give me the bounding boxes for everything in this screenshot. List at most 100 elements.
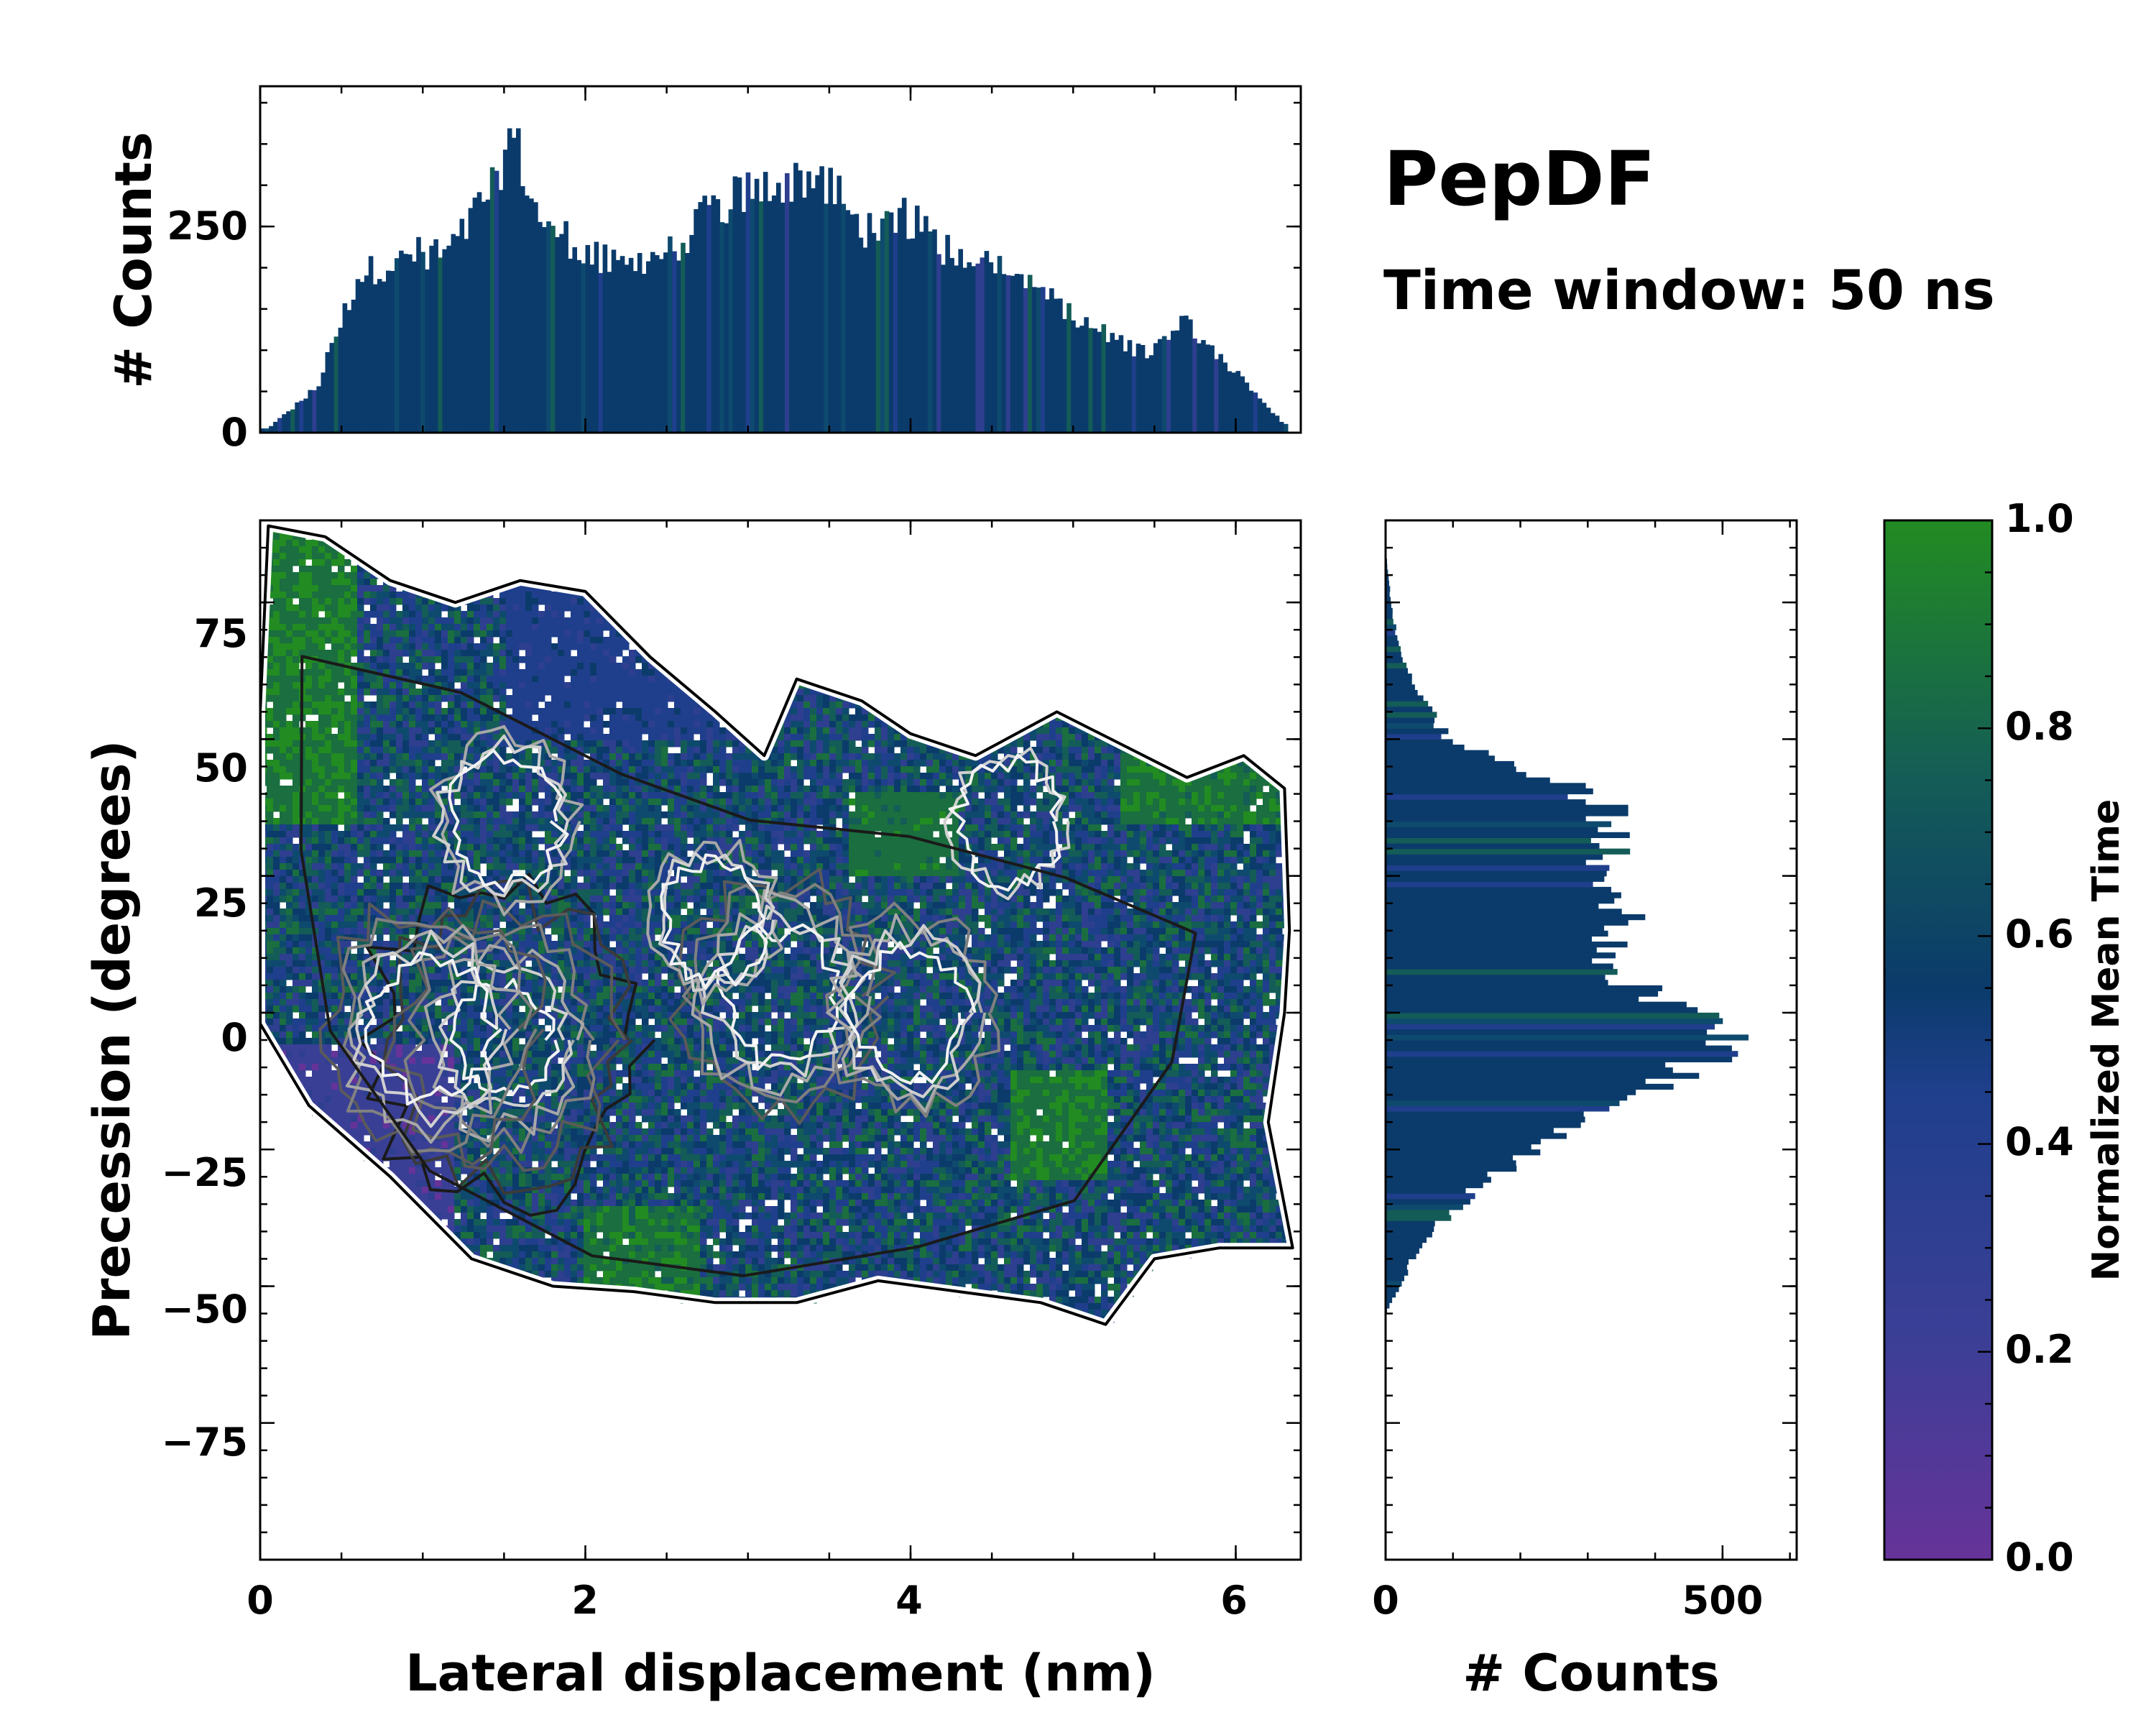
heatmap-cell [390, 669, 397, 676]
heatmap-cell [454, 766, 461, 773]
heatmap-cell [383, 773, 390, 780]
heatmap-cell [390, 850, 397, 857]
heatmap-cell [512, 1025, 520, 1032]
marginal-x-bar [841, 203, 847, 433]
heatmap-cell [286, 617, 293, 625]
heatmap-cell [435, 844, 442, 851]
heatmap-cell [390, 831, 397, 838]
heatmap-cell [532, 702, 539, 709]
heatmap-cell [480, 1077, 487, 1084]
heatmap-cell [512, 682, 520, 689]
heatmap-cell [454, 708, 461, 715]
heatmap-cell [551, 876, 558, 883]
heatmap-cell [545, 643, 552, 650]
heatmap-cell [441, 1083, 448, 1090]
heatmap-cell [383, 1135, 390, 1142]
heatmap-cell [305, 708, 313, 715]
heatmap-cell [428, 695, 436, 702]
heatmap-cell [402, 714, 410, 722]
heatmap-cell [525, 934, 533, 942]
heatmap-cell [351, 837, 358, 845]
marginal-x-bar [1240, 376, 1245, 433]
heatmap-cell [493, 1103, 500, 1110]
heatmap-cell [525, 1251, 533, 1259]
heatmap-cell [428, 1038, 436, 1045]
heatmap-cell [292, 883, 300, 890]
heatmap-cell [454, 734, 461, 741]
heatmap-cell [506, 1200, 513, 1207]
heatmap-cell [415, 857, 423, 864]
marginal-x-bar [277, 418, 282, 433]
heatmap-cell [390, 811, 397, 819]
heatmap-cell [422, 643, 429, 650]
heatmap-cell [364, 786, 371, 793]
heatmap-cell [532, 1251, 539, 1259]
heatmap-cell [344, 896, 351, 903]
heatmap-cell [487, 1122, 494, 1129]
heatmap-cell [318, 546, 326, 553]
heatmap-cell [312, 921, 319, 929]
heatmap-cell [558, 702, 565, 709]
heatmap-cell [402, 734, 410, 741]
heatmap-cell [532, 818, 539, 825]
heatmap-cell [551, 1103, 558, 1110]
heatmap-cell [467, 1141, 474, 1149]
heatmap-cell [357, 766, 364, 773]
heatmap-cell [409, 876, 416, 883]
heatmap-cell [532, 928, 539, 935]
heatmap-cell [577, 973, 584, 980]
heatmap-cell [525, 656, 533, 663]
heatmap-cell [370, 592, 377, 599]
heatmap-cell [558, 999, 565, 1006]
heatmap-cell [512, 604, 520, 612]
heatmap-cell [525, 1051, 533, 1058]
heatmap-cell [344, 915, 351, 922]
heatmap-cell [370, 908, 377, 916]
heatmap-cell [571, 824, 578, 832]
heatmap-cell [383, 805, 390, 812]
heatmap-cell [318, 908, 326, 916]
heatmap-cell [441, 999, 448, 1006]
heatmap-cell [415, 650, 423, 657]
heatmap-cell [493, 695, 500, 702]
heatmap-cell [383, 721, 390, 728]
marginal-x-bar [533, 202, 538, 433]
heatmap-cell [584, 805, 591, 812]
heatmap-cell [344, 734, 351, 741]
heatmap-cell [525, 850, 533, 857]
heatmap-cell [558, 1161, 565, 1168]
heatmap-cell [409, 857, 416, 864]
heatmap-cell [545, 1245, 552, 1252]
heatmap-cell [525, 734, 533, 741]
marginal-x-bar [1266, 408, 1271, 433]
heatmap-cell [338, 643, 345, 650]
heatmap-cell [415, 1116, 423, 1123]
heatmap-cell [545, 1122, 552, 1129]
heatmap-cell [448, 721, 455, 728]
heatmap-cell [377, 818, 384, 825]
heatmap-cell [331, 630, 338, 638]
heatmap-cell [312, 792, 319, 799]
heatmap-cell [441, 883, 448, 890]
heatmap-cell [331, 811, 338, 819]
heatmap-cell [396, 760, 403, 767]
heatmap-cell [461, 617, 468, 625]
heatmap-cell [305, 566, 313, 573]
heatmap-cell [538, 1070, 545, 1077]
heatmap-cell [364, 585, 371, 592]
heatmap-cell [506, 727, 513, 735]
heatmap-cell [299, 908, 306, 916]
heatmap-cell [267, 876, 274, 883]
heatmap-cell [422, 799, 429, 806]
heatmap-cell [480, 1232, 487, 1239]
heatmap-cell [415, 896, 423, 903]
heatmap-cell [480, 792, 487, 799]
heatmap-cell [422, 676, 429, 683]
heatmap-cell [402, 993, 410, 1000]
heatmap-cell [571, 1128, 578, 1136]
heatmap-cell [299, 1051, 306, 1058]
marginal-x-bar [815, 175, 820, 433]
heatmap-cell [493, 676, 500, 683]
heatmap-cell [538, 1122, 545, 1129]
heatmap-cell [318, 818, 326, 825]
